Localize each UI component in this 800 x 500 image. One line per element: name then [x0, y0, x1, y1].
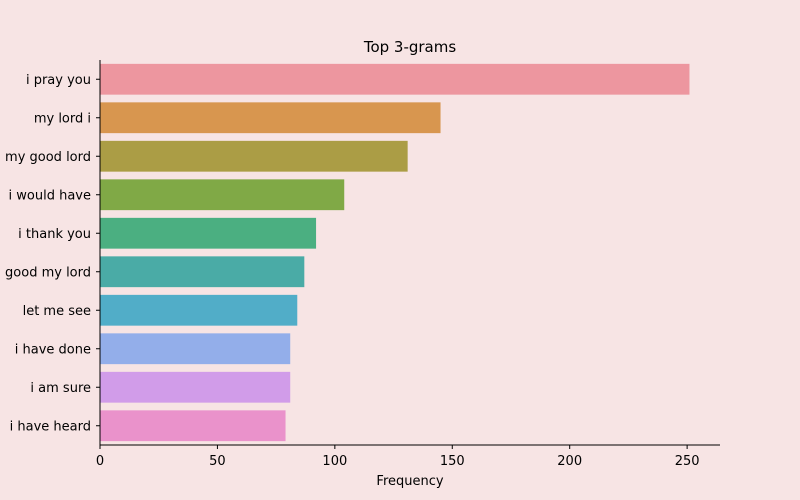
x-tick-label-5: 250	[675, 454, 700, 469]
y-tick-label-1: my lord i	[34, 111, 91, 126]
x-tick-label-4: 200	[557, 454, 582, 469]
x-tick-label-0: 0	[96, 454, 104, 469]
chart-title: Top 3-grams	[363, 38, 457, 56]
y-tick-label-0: i pray you	[26, 73, 91, 88]
bar-2	[100, 140, 408, 172]
bars-group	[100, 63, 690, 442]
bar-3	[100, 179, 345, 211]
bar-9	[100, 410, 286, 442]
bar-6	[100, 294, 298, 326]
y-tick-label-3: i would have	[9, 188, 91, 203]
y-tick-label-9: i have heard	[10, 419, 91, 434]
x-tick-label-1: 50	[209, 454, 226, 469]
x-axis-label: Frequency	[376, 474, 443, 489]
bar-5	[100, 256, 305, 288]
x-tick-label-3: 150	[440, 454, 465, 469]
x-axis: 0 50 100 150 200 250	[96, 444, 720, 469]
bar-8	[100, 371, 291, 403]
y-tick-label-7: i have done	[15, 342, 91, 357]
x-tick-label-2: 100	[322, 454, 347, 469]
bar-4	[100, 217, 317, 249]
y-tick-label-4: i thank you	[18, 227, 91, 242]
y-tick-label-5: good my lord	[5, 265, 91, 280]
y-tick-label-6: let me see	[23, 304, 91, 319]
bar-7	[100, 333, 291, 365]
y-tick-label-2: my good lord	[5, 150, 91, 165]
bar-0	[100, 63, 690, 95]
bar-1	[100, 102, 441, 134]
y-axis: i pray you my lord i my good lord i would h…	[5, 60, 101, 445]
y-tick-label-8: i am sure	[30, 381, 91, 396]
